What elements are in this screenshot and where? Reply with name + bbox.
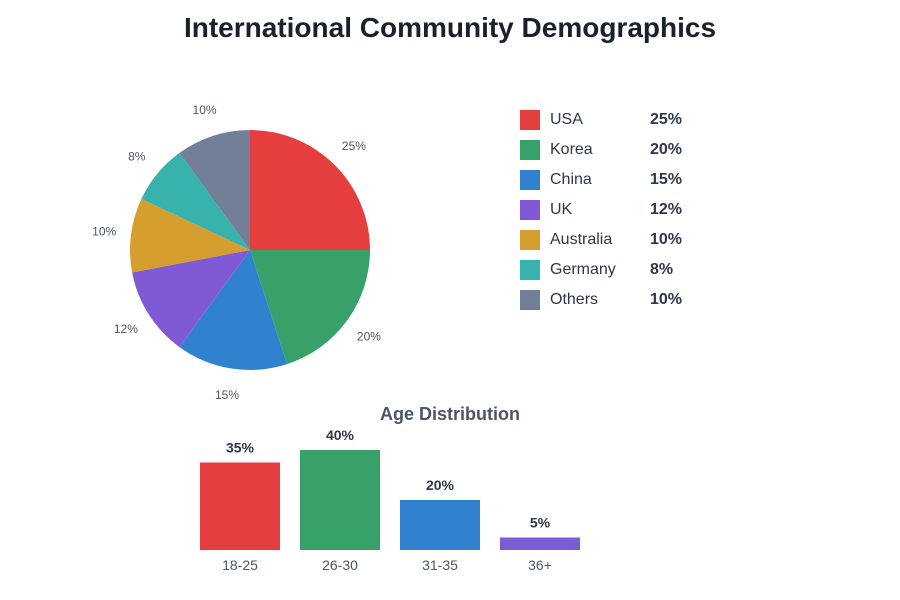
bar-value-label: 20% [426,477,455,493]
legend-label: UK [550,201,573,218]
legend-item: Others 10% [520,290,720,320]
bar-category-label: 36+ [528,557,552,573]
legend-label: China [550,171,592,188]
legend-value: 10% [650,231,683,248]
legend-value: 25% [650,111,683,128]
age-bar-chart: 35% 18-25 40% 26-30 20% 31-35 5% 36+ [200,427,580,573]
pie-slice-label: 25% [342,139,366,153]
age-chart-title: Age Distribution [380,404,520,424]
pie-slice-germany [141,152,250,250]
legend-value: 8% [650,261,674,278]
bar-category-label: 18-25 [222,557,258,573]
legend-label: USA [550,111,583,128]
pie-slice-korea [250,250,370,365]
legend-value: 10% [650,291,683,308]
legend-item: UK 12% [520,200,720,230]
age-bar-26-30 [300,450,380,550]
legend-item: Germany 8% [520,260,720,290]
pie-slice-uk [132,250,250,348]
pie-slice-label: 10% [193,103,217,117]
legend-value: 15% [650,171,683,188]
age-bar-18-25 [200,462,280,550]
legend-swatch [520,260,540,280]
bar-category-label: 31-35 [422,557,458,573]
legend-item: China 15% [520,170,720,200]
legend-label: Others [550,291,599,308]
pie-slice-label: 20% [357,329,381,343]
pie-slice-usa [250,130,370,250]
bar-value-label: 40% [326,427,355,443]
legend-item: Korea 20% [520,140,720,170]
legend-item: Australia 10% [520,230,720,260]
pie-slice-label: 12% [114,322,138,336]
legend-swatch [520,170,540,190]
legend-swatch [520,140,540,160]
legend-label: Korea [550,141,593,158]
legend: USA 25% Korea 20% China 15% UK 12% Australia… [520,110,720,320]
legend-swatch [520,110,540,130]
pie-slice-australia [130,198,250,273]
age-bar-31-35 [400,500,480,550]
pie-slice-china [179,250,288,370]
legend-label: Australia [550,231,613,248]
legend-swatch [520,200,540,220]
age-bar-36+ [500,537,580,550]
pie-slice-label: 15% [215,388,239,402]
legend-label: Germany [550,261,616,278]
bar-value-label: 5% [530,515,551,531]
bar-value-label: 35% [226,440,255,456]
legend-swatch [520,230,540,250]
legend-value: 12% [650,201,683,218]
bar-category-label: 26-30 [322,557,358,573]
pie-chart [130,130,370,370]
legend-item: USA 25% [520,110,720,140]
pie-slice-label: 10% [92,225,116,239]
chart-title: International Community Demographics [183,12,717,43]
pie-slice-others [179,130,250,250]
legend-value: 20% [650,141,683,158]
pie-labels: 25% 20% 15% 12% 10% 8% 10% [92,103,381,402]
pie-slice-label: 8% [128,149,146,163]
legend-swatch [520,290,540,310]
